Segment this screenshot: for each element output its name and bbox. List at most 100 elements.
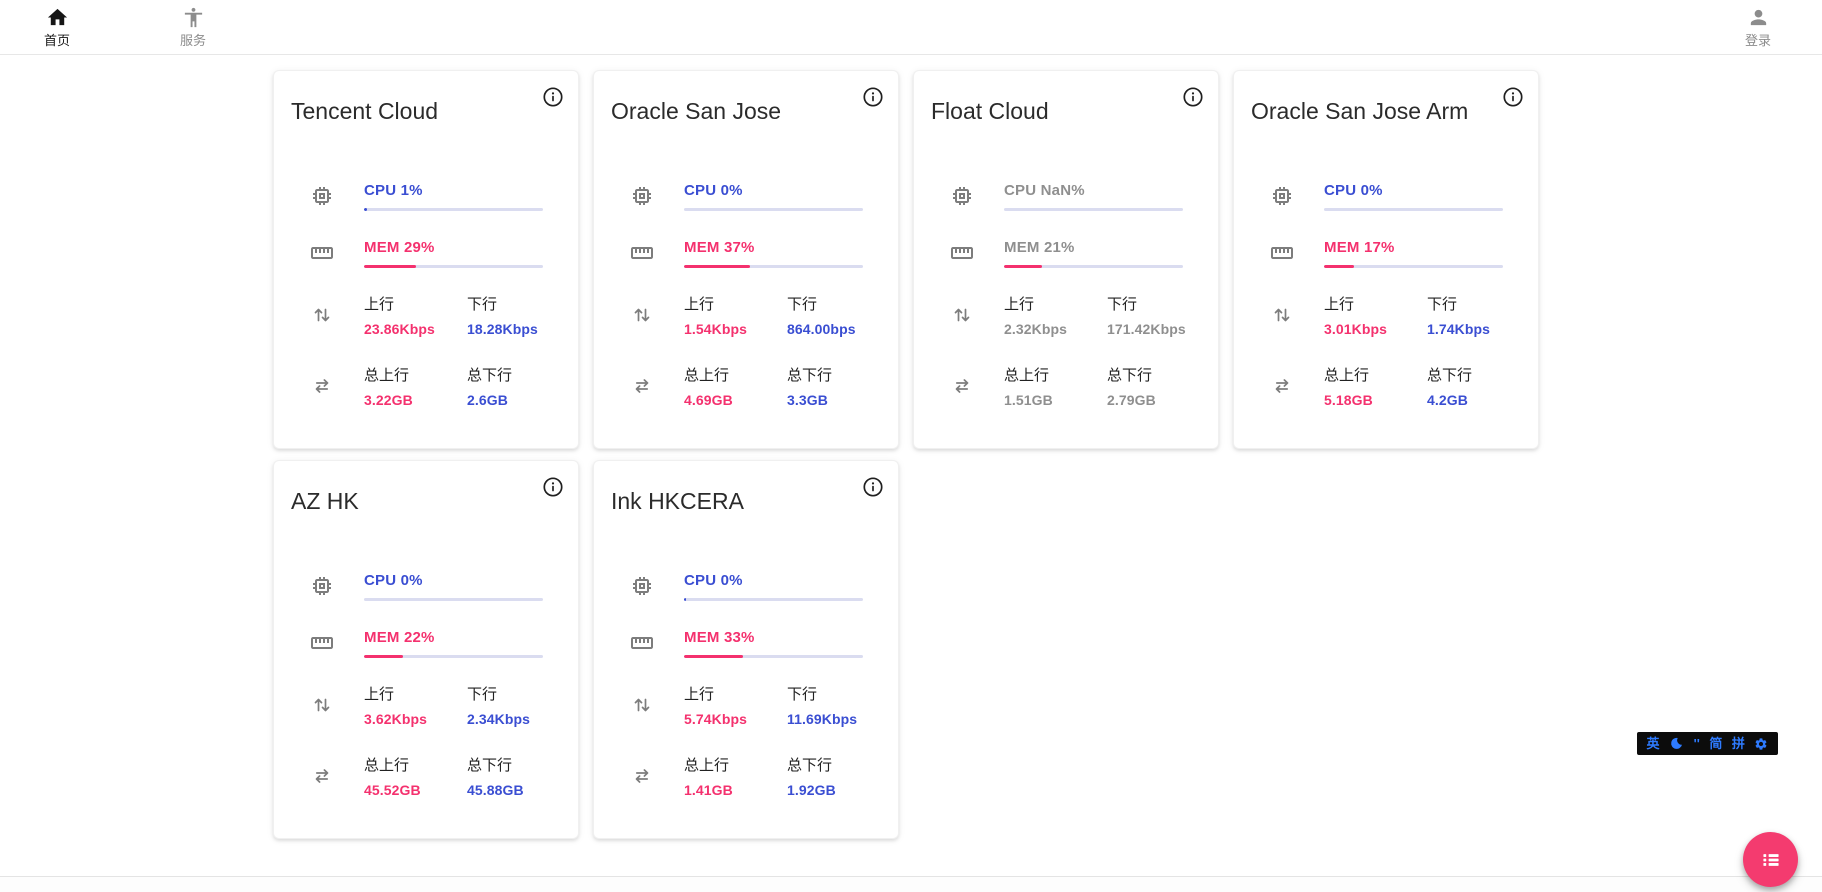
info-icon[interactable] <box>541 475 565 499</box>
network-total-row: 总上行 1.41GB 总下行 1.92GB <box>594 754 898 798</box>
server-card-tencent-cloud: Tencent Cloud CPU 1% <box>273 70 579 449</box>
mem-usage-label: MEM 22% <box>364 628 435 646</box>
memory-ruler-icon <box>630 241 654 265</box>
total-upload-value: 3.22GB <box>364 391 413 408</box>
ime-status-bar: 英 '' 简 拼 <box>1637 732 1778 755</box>
download-label: 下行 <box>1107 295 1138 313</box>
upload-label: 上行 <box>1004 295 1035 313</box>
mem-progress-bar <box>364 654 543 658</box>
account-icon <box>1747 6 1770 29</box>
mem-progress-bar <box>684 264 863 268</box>
server-list-fab[interactable] <box>1743 832 1798 887</box>
info-icon[interactable] <box>1501 85 1525 109</box>
total-upload-label: 总上行 <box>1004 366 1050 384</box>
swap-horizontal-icon <box>630 764 654 788</box>
server-card-oracle-san-jose: Oracle San Jose CPU 0% <box>593 70 899 449</box>
cpu-chip-icon <box>310 184 334 208</box>
network-total-row: 总上行 5.18GB 总下行 4.2GB <box>1234 364 1538 408</box>
download-speed-value: 1.74Kbps <box>1427 320 1491 337</box>
mem-row: MEM 37% <box>594 239 898 268</box>
total-upload-value: 5.18GB <box>1324 391 1373 408</box>
total-download-value: 45.88GB <box>467 781 524 798</box>
info-icon[interactable] <box>861 475 885 499</box>
server-name: Tencent Cloud <box>291 98 439 124</box>
server-name: Oracle San Jose <box>611 98 782 124</box>
download-speed-value: 171.42Kbps <box>1107 320 1186 337</box>
mem-progress-fill <box>364 264 416 268</box>
total-download-label: 总下行 <box>467 366 513 384</box>
server-name: Oracle San Jose Arm <box>1251 98 1469 124</box>
ime-punctuation-toggle[interactable]: '' <box>1693 736 1700 751</box>
swap-vertical-icon <box>310 693 334 717</box>
network-speed-row: 上行 3.01Kbps 下行 1.74Kbps <box>1234 293 1538 337</box>
cpu-progress-fill <box>684 597 687 601</box>
network-speed-row: 上行 1.54Kbps 下行 864.00bps <box>594 293 898 337</box>
swap-horizontal-icon <box>1270 374 1294 398</box>
memory-ruler-icon <box>630 631 654 655</box>
cpu-progress-bar <box>364 597 543 601</box>
swap-horizontal-icon <box>950 374 974 398</box>
server-card-float-cloud: Float Cloud CPU NaN% <box>913 70 1219 449</box>
info-icon[interactable] <box>861 85 885 109</box>
upload-speed-value: 3.01Kbps <box>1324 320 1388 337</box>
ime-pinyin-toggle[interactable]: 拼 <box>1731 736 1745 751</box>
swap-vertical-icon <box>310 303 334 327</box>
mem-row: MEM 17% <box>1234 239 1538 268</box>
network-speed-row: 上行 23.86Kbps 下行 18.28Kbps <box>274 293 578 337</box>
footer-divider <box>0 876 1822 892</box>
upload-label: 上行 <box>364 685 395 703</box>
cpu-chip-icon <box>310 574 334 598</box>
server-name: AZ HK <box>291 488 359 514</box>
info-icon[interactable] <box>541 85 565 109</box>
upload-speed-value: 1.54Kbps <box>684 320 748 337</box>
cpu-row: CPU 1% <box>274 182 578 211</box>
swap-vertical-icon <box>630 693 654 717</box>
cpu-progress-bar <box>364 207 543 211</box>
total-download-label: 总下行 <box>1427 366 1473 384</box>
nav-item-services[interactable]: 服务 <box>161 6 225 49</box>
server-name: Ink HKCERA <box>611 488 744 514</box>
accessibility-icon <box>182 6 205 29</box>
total-upload-label: 总上行 <box>364 366 410 384</box>
network-speed-row: 上行 5.74Kbps 下行 11.69Kbps <box>594 683 898 727</box>
total-upload-label: 总上行 <box>1324 366 1370 384</box>
total-upload-value: 1.51GB <box>1004 391 1053 408</box>
cpu-row: CPU NaN% <box>914 182 1218 211</box>
total-download-label: 总下行 <box>1107 366 1153 384</box>
upload-speed-value: 23.86Kbps <box>364 320 435 337</box>
download-label: 下行 <box>787 295 818 313</box>
total-upload-value: 45.52GB <box>364 781 421 798</box>
network-total-row: 总上行 4.69GB 总下行 3.3GB <box>594 364 898 408</box>
gear-icon[interactable] <box>1754 737 1768 751</box>
mem-progress-bar <box>364 264 543 268</box>
server-card-az-hk: AZ HK CPU 0% <box>273 460 579 839</box>
memory-ruler-icon <box>950 241 974 265</box>
download-label: 下行 <box>467 685 498 703</box>
cpu-row: CPU 0% <box>1234 182 1538 211</box>
memory-ruler-icon <box>310 241 334 265</box>
upload-label: 上行 <box>684 685 715 703</box>
network-total-row: 总上行 3.22GB 总下行 2.6GB <box>274 364 578 408</box>
cpu-chip-icon <box>950 184 974 208</box>
mem-usage-label: MEM 29% <box>364 238 435 256</box>
ime-language-toggle[interactable]: 英 <box>1646 736 1660 751</box>
home-icon <box>46 6 69 29</box>
nav-item-login[interactable]: 登录 <box>1726 6 1790 49</box>
upload-speed-value: 2.32Kbps <box>1004 320 1068 337</box>
cpu-row: CPU 0% <box>274 572 578 601</box>
cpu-usage-label: CPU NaN% <box>1004 181 1085 199</box>
swap-horizontal-icon <box>310 374 334 398</box>
network-speed-row: 上行 2.32Kbps 下行 171.42Kbps <box>914 293 1218 337</box>
server-card-oracle-san-jose-arm: Oracle San Jose Arm CPU 0% <box>1233 70 1539 449</box>
upload-label: 上行 <box>1324 295 1355 313</box>
list-icon <box>1758 847 1784 873</box>
upload-label: 上行 <box>364 295 395 313</box>
mem-row: MEM 22% <box>274 629 578 658</box>
upload-speed-value: 5.74Kbps <box>684 710 748 727</box>
ime-simplified-toggle[interactable]: 简 <box>1709 736 1723 751</box>
total-download-value: 4.2GB <box>1427 391 1468 408</box>
moon-icon[interactable] <box>1669 736 1684 751</box>
nav-item-home[interactable]: 首页 <box>25 6 89 49</box>
total-upload-label: 总上行 <box>684 756 730 774</box>
info-icon[interactable] <box>1181 85 1205 109</box>
